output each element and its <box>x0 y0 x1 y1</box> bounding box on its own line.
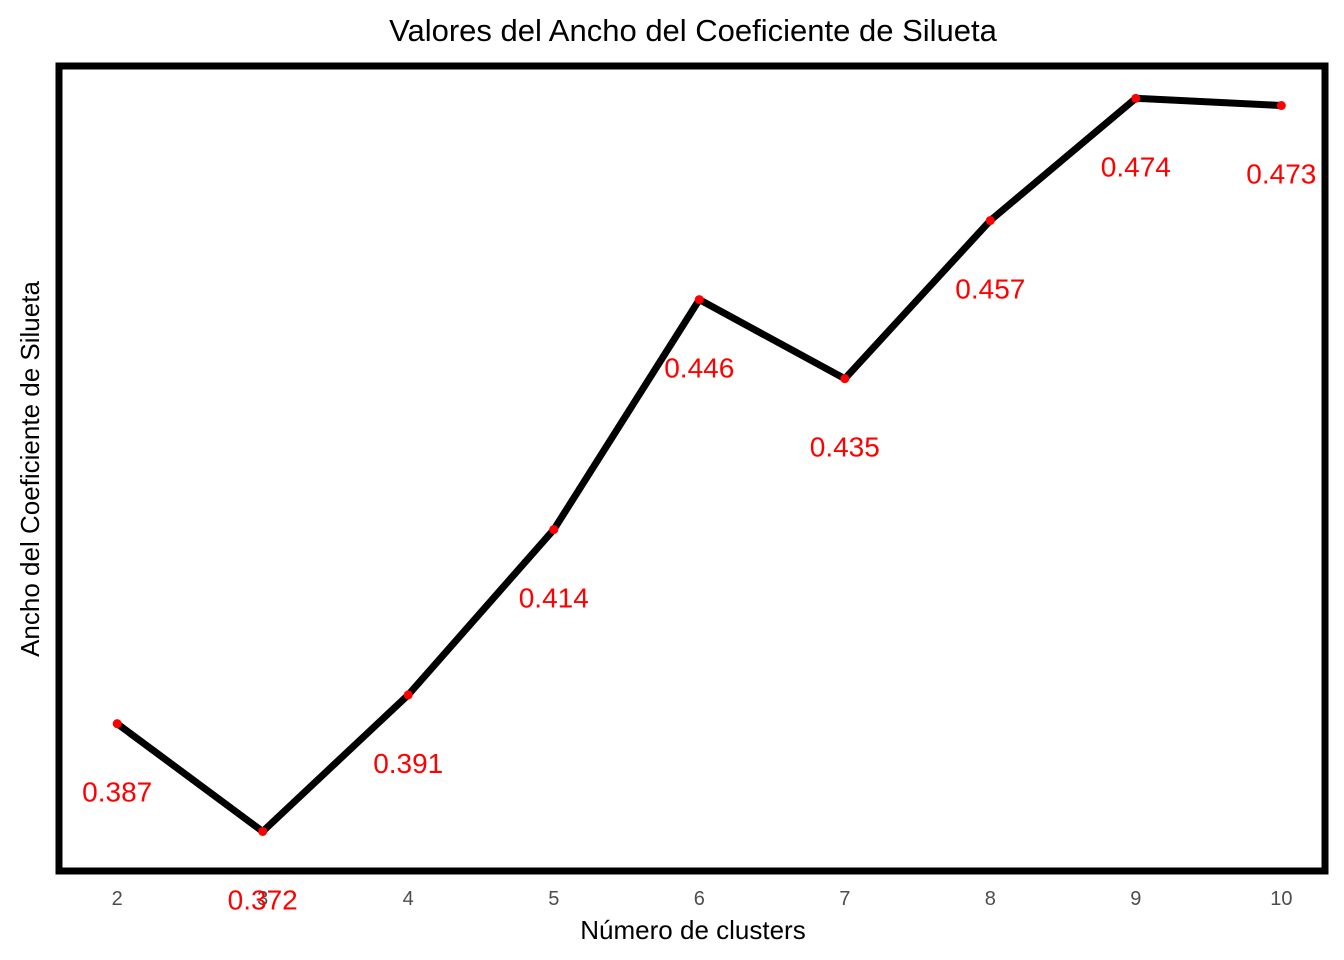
x-tick-label-7: 9 <box>1130 888 1141 910</box>
data-point-8 <box>1276 101 1286 111</box>
x-axis-label: Número de clusters <box>580 915 805 945</box>
series-line-layer <box>113 94 1285 835</box>
data-point-1 <box>258 826 268 836</box>
chart-title: Valores del Ancho del Coeficiente de Sil… <box>389 13 998 48</box>
data-label-6: 0.457 <box>955 274 1025 305</box>
data-label-5: 0.435 <box>810 432 880 463</box>
plot-panel-border <box>55 62 1329 875</box>
data-point-2 <box>403 690 413 700</box>
data-point-0 <box>112 719 122 729</box>
x-axis-ticks: 2 3 4 5 6 7 8 9 10 <box>112 888 1293 910</box>
data-point-5 <box>840 374 850 384</box>
data-point-7 <box>1131 93 1141 103</box>
x-tick-label-1: 3 <box>257 888 268 910</box>
y-axis-label: Ancho del Coeficiente de Silueta <box>15 281 45 657</box>
data-point-4 <box>694 295 704 305</box>
data-labels-layer: 0.387 0.372 0.391 0.414 0.446 0.435 0.457 0.474… <box>82 151 1316 915</box>
x-tick-label-4: 6 <box>694 888 705 910</box>
x-tick-label-6: 8 <box>985 888 996 910</box>
data-label-8: 0.473 <box>1246 159 1316 190</box>
x-tick-label-8: 10 <box>1270 888 1292 910</box>
data-label-1: 0.372 <box>228 884 298 915</box>
data-point-3 <box>549 525 559 535</box>
data-point-6 <box>985 216 995 226</box>
x-tick-label-2: 4 <box>403 888 414 910</box>
x-tick-label-0: 2 <box>112 888 123 910</box>
data-label-3: 0.414 <box>519 583 589 614</box>
data-label-0: 0.387 <box>82 777 152 808</box>
data-label-2: 0.391 <box>373 748 443 779</box>
x-tick-label-5: 7 <box>839 888 850 910</box>
series-line <box>113 94 1285 835</box>
data-label-7: 0.474 <box>1101 151 1171 182</box>
series-points-layer <box>112 93 1286 836</box>
data-label-4: 0.446 <box>664 353 734 384</box>
x-tick-label-3: 5 <box>548 888 559 910</box>
